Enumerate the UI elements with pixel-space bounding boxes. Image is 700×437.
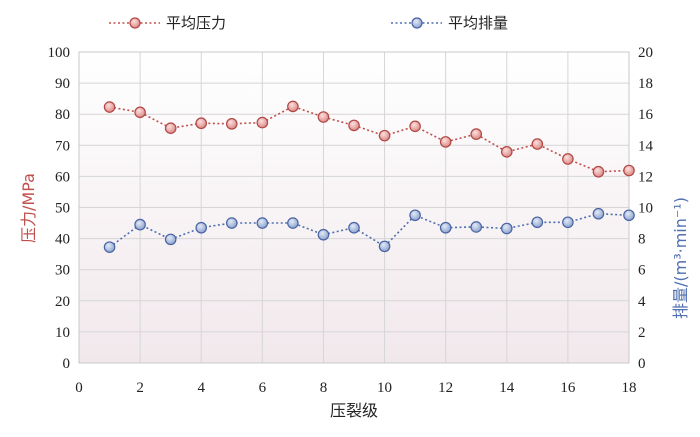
legend: 平均压力 平均排量 <box>109 14 508 32</box>
x-tick-label: 2 <box>136 380 144 396</box>
right-y-tick-label: 18 <box>638 76 653 92</box>
left-y-tick-label: 30 <box>55 263 70 279</box>
data-point-pressure <box>623 164 635 177</box>
x-tick-label: 8 <box>320 380 328 396</box>
legend-marker-flowrate <box>411 17 423 29</box>
right-y-tick-label: 16 <box>638 107 654 123</box>
left-y-tick-label: 40 <box>55 232 70 248</box>
data-point-pressure <box>103 101 116 113</box>
data-point-pressure <box>348 119 360 132</box>
data-point-pressure <box>164 122 177 134</box>
left-y-tick-label: 0 <box>63 356 71 372</box>
x-tick-label: 4 <box>197 380 205 396</box>
data-point-flowrate <box>531 216 544 229</box>
series-layer <box>103 100 635 253</box>
legend-item-flowrate: 平均排量 <box>391 14 508 32</box>
data-point-flowrate <box>164 233 177 246</box>
data-point-pressure <box>287 100 299 113</box>
left-y-tick-label: 90 <box>55 76 70 92</box>
left-y-tick-label: 100 <box>48 45 71 61</box>
right-y-tick-label: 20 <box>638 45 653 61</box>
data-point-pressure <box>195 117 208 130</box>
right-y-tick-label: 4 <box>638 294 646 310</box>
data-point-pressure <box>500 146 513 158</box>
left-y-axis-title: 压力/MPa <box>19 173 38 243</box>
x-axis-title: 压裂级 <box>330 401 378 420</box>
left-y-tick-label: 10 <box>55 325 70 341</box>
left-y-tick-label: 50 <box>55 201 70 217</box>
data-point-flowrate <box>592 207 605 220</box>
data-point-flowrate <box>103 241 116 253</box>
data-point-flowrate <box>439 221 452 234</box>
data-point-pressure <box>470 128 483 140</box>
right-y-tick-label: 10 <box>638 201 653 217</box>
legend-label-pressure: 平均压力 <box>166 14 226 32</box>
right-y-tick-label: 6 <box>638 263 646 279</box>
left-y-tick-label: 20 <box>55 294 70 310</box>
x-tick-label: 16 <box>560 380 576 396</box>
left-y-tick-label: 80 <box>55 107 70 123</box>
x-tick-label: 0 <box>75 380 83 396</box>
data-point-pressure <box>378 129 391 142</box>
right-y-axis-title: 排量/(m³·min⁻¹) <box>671 197 690 319</box>
data-point-flowrate <box>256 217 269 229</box>
data-point-flowrate <box>378 240 391 253</box>
legend-label-flowrate: 平均排量 <box>448 14 508 32</box>
data-point-flowrate <box>134 218 146 231</box>
data-point-pressure <box>531 138 544 150</box>
data-point-flowrate <box>195 221 208 234</box>
plot-area-frame <box>78 51 630 364</box>
right-y-tick-label: 8 <box>638 232 646 248</box>
left-y-axis-ticks: 0 10 20 30 40 50 60 70 80 90 100 <box>48 45 71 372</box>
x-tick-label: 10 <box>377 380 392 396</box>
data-point-flowrate <box>287 217 299 229</box>
x-tick-label: 12 <box>438 380 453 396</box>
data-point-pressure <box>134 106 146 119</box>
data-point-flowrate <box>317 228 330 241</box>
x-tick-label: 6 <box>259 380 267 396</box>
legend-marker-pressure <box>129 17 141 29</box>
data-point-pressure <box>256 116 269 129</box>
left-y-tick-label: 70 <box>55 138 70 154</box>
data-point-pressure <box>562 153 574 165</box>
right-y-tick-label: 2 <box>638 325 646 341</box>
data-point-flowrate <box>500 222 513 235</box>
data-point-pressure <box>592 165 605 178</box>
data-point-pressure <box>317 111 330 123</box>
right-y-tick-label: 0 <box>638 356 646 372</box>
data-point-flowrate <box>348 221 360 234</box>
data-point-flowrate <box>409 209 421 222</box>
left-y-tick-label: 60 <box>55 169 70 185</box>
data-point-flowrate <box>225 217 238 229</box>
data-point-pressure <box>409 120 421 133</box>
data-point-pressure <box>439 136 452 148</box>
data-point-flowrate <box>623 209 635 222</box>
legend-item-pressure: 平均压力 <box>109 14 226 32</box>
data-point-flowrate <box>470 221 483 233</box>
data-point-flowrate <box>562 216 574 229</box>
right-y-axis-ticks: 0 2 4 6 8 10 12 14 16 18 20 <box>638 45 654 372</box>
x-axis-ticks: 0 2 4 6 8 10 12 14 16 18 <box>75 380 636 396</box>
data-point-pressure <box>225 118 238 130</box>
x-tick-label: 14 <box>499 380 515 396</box>
right-y-tick-label: 14 <box>638 138 654 154</box>
x-tick-label: 18 <box>622 380 637 396</box>
right-y-tick-label: 12 <box>638 169 653 185</box>
